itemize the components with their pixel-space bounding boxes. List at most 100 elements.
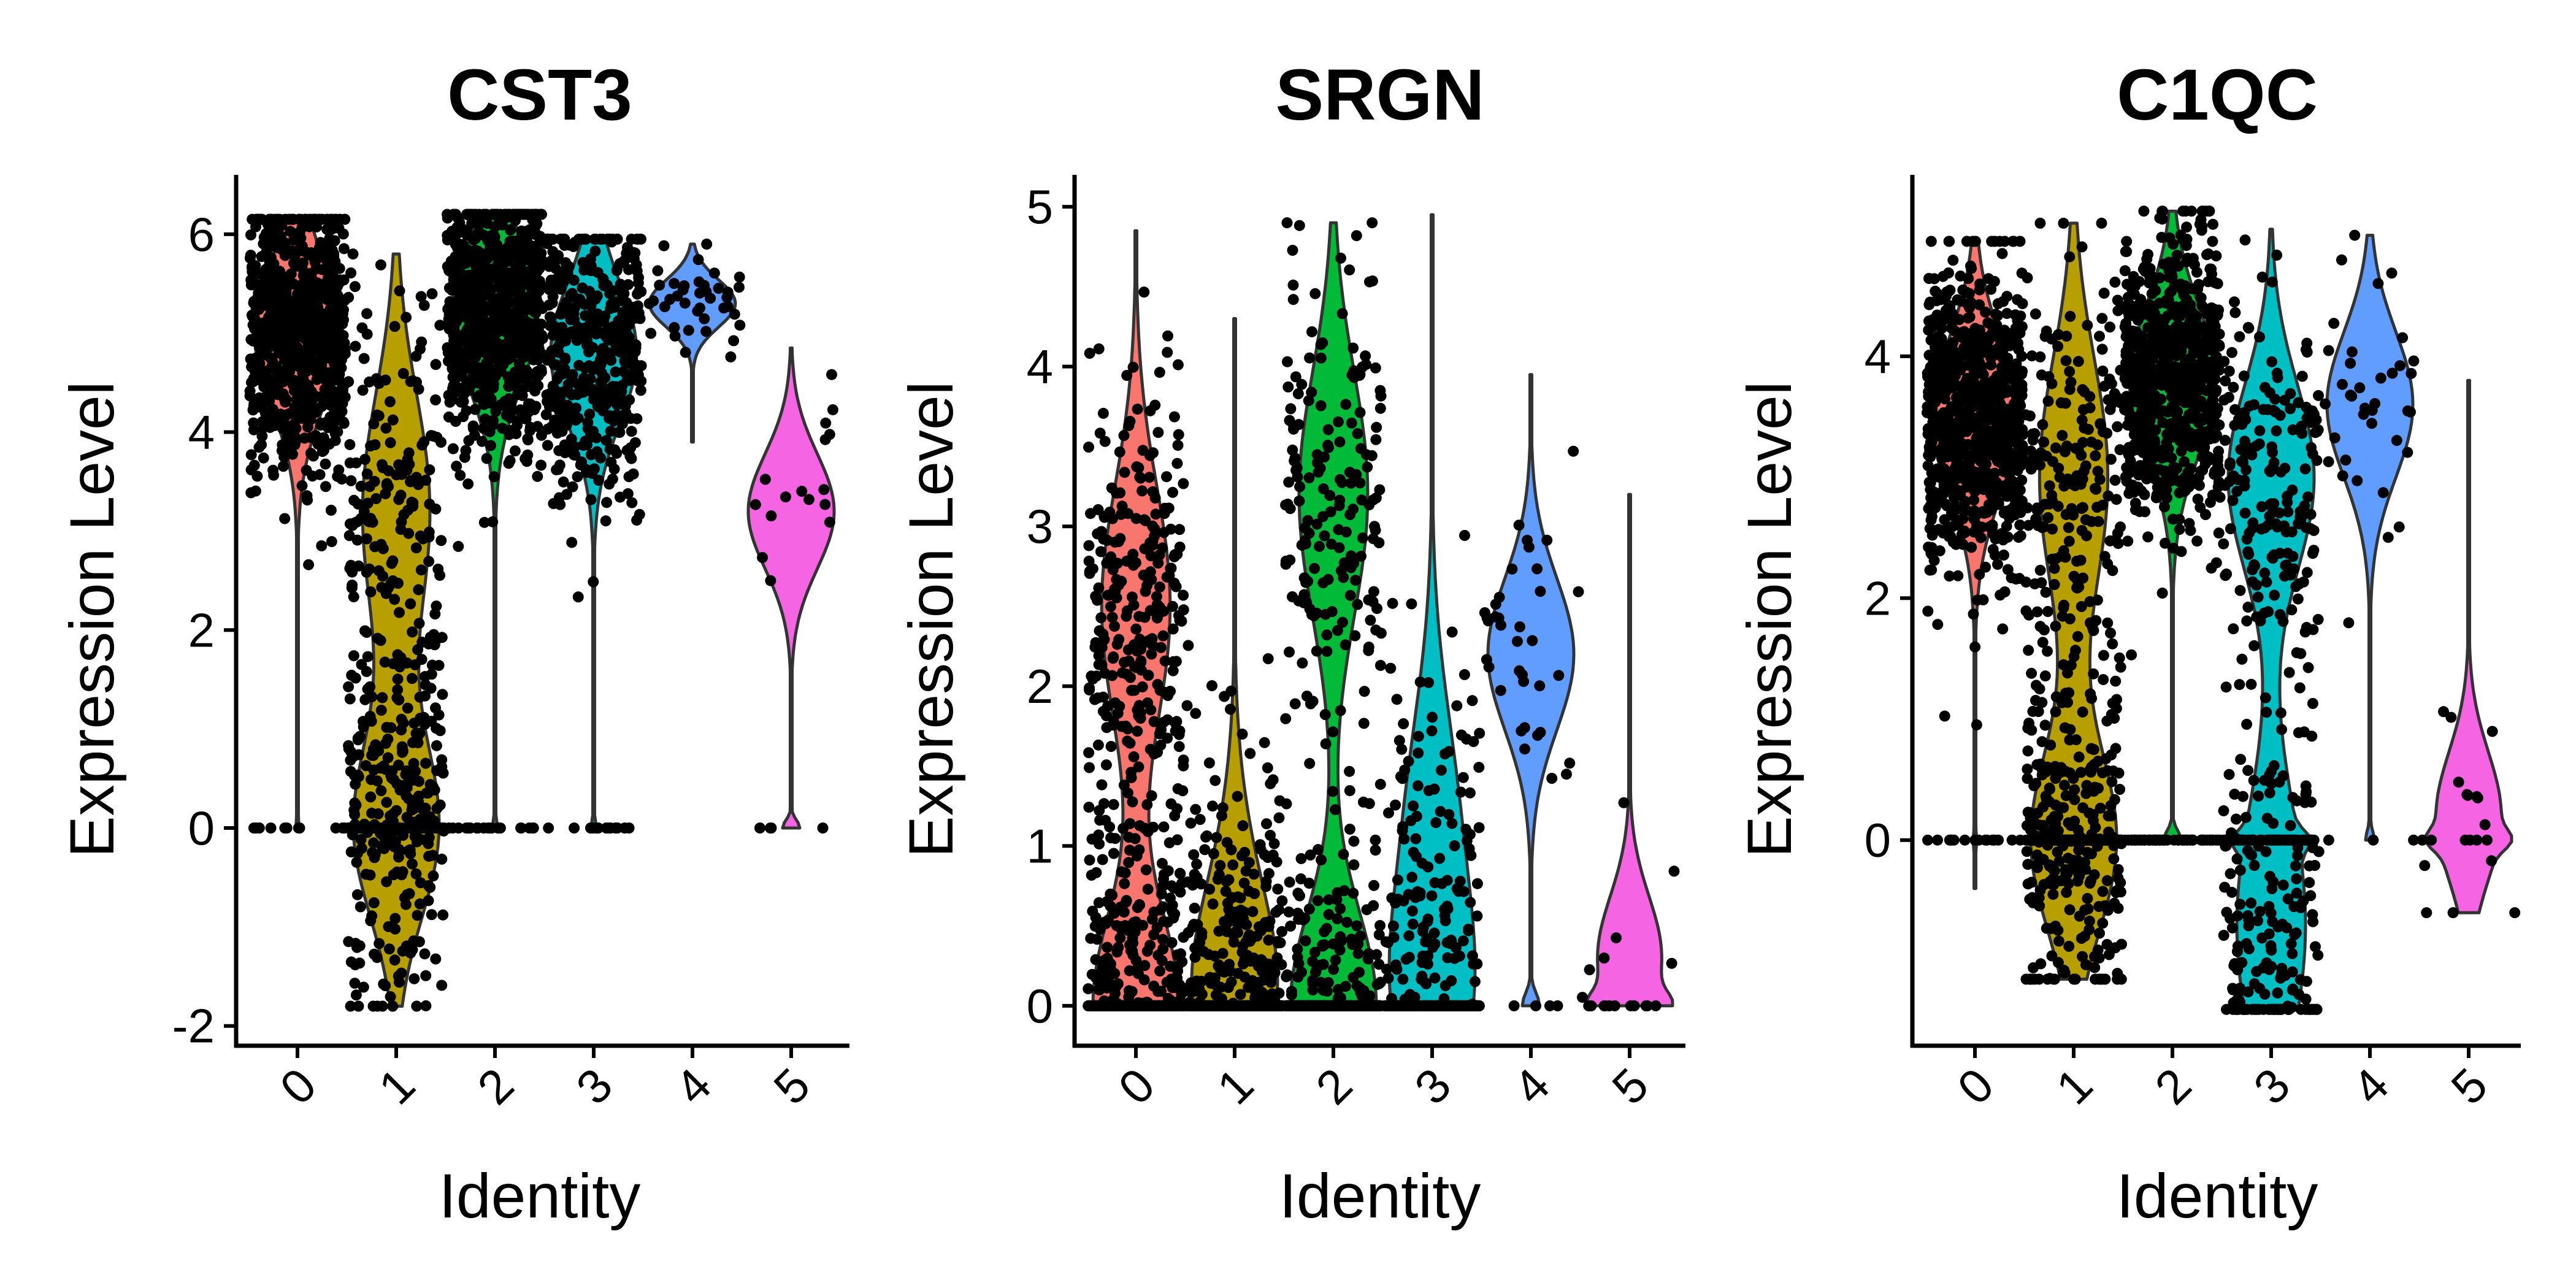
data-point — [396, 869, 407, 881]
data-point — [396, 724, 407, 736]
data-point — [513, 234, 524, 246]
data-point — [349, 797, 361, 809]
y-tick-label: 4 — [1027, 340, 1053, 394]
data-point — [276, 445, 288, 456]
data-point — [1083, 540, 1095, 551]
data-point — [1099, 435, 1111, 447]
data-point — [416, 336, 427, 348]
data-point — [368, 837, 380, 849]
data-point — [316, 213, 327, 225]
data-point — [481, 301, 493, 312]
data-point — [279, 250, 291, 261]
data-point — [245, 449, 257, 461]
data-point — [1148, 929, 1160, 940]
data-point — [348, 650, 359, 662]
data-point — [420, 679, 431, 691]
data-point — [586, 467, 598, 479]
x-tick-label: 5 — [763, 1057, 820, 1114]
panel-title: SRGN — [1276, 55, 1485, 136]
data-point — [621, 445, 633, 456]
data-point — [558, 476, 569, 488]
data-point — [488, 415, 499, 426]
x-tick-label: 2 — [1305, 1057, 1362, 1114]
data-point — [1114, 932, 1126, 944]
data-point — [337, 308, 348, 320]
data-point — [258, 238, 269, 250]
data-point — [319, 320, 331, 331]
data-point — [578, 299, 590, 310]
data-point — [335, 414, 347, 426]
data-point — [378, 843, 390, 854]
data-point — [1144, 1000, 1156, 1011]
data-point — [1243, 886, 1255, 897]
data-point — [287, 448, 298, 460]
data-point — [1125, 684, 1137, 696]
data-point — [381, 478, 393, 489]
data-point — [314, 469, 326, 480]
data-point — [473, 257, 485, 269]
data-point — [247, 262, 258, 274]
data-point — [253, 328, 265, 339]
data-point — [413, 776, 424, 787]
data-point — [562, 378, 574, 390]
data-point — [358, 716, 369, 727]
data-point — [624, 375, 635, 386]
data-point — [412, 737, 424, 748]
data-point — [472, 326, 483, 337]
data-point — [1189, 902, 1200, 914]
data-point — [522, 433, 534, 445]
data-point — [366, 691, 378, 702]
data-point — [1315, 339, 1327, 350]
data-point — [401, 811, 413, 823]
data-point — [824, 516, 835, 528]
data-point — [1169, 810, 1181, 822]
data-point — [1159, 502, 1171, 514]
data-point — [336, 338, 348, 350]
data-point — [419, 948, 431, 960]
data-point — [343, 681, 355, 692]
data-point — [399, 892, 410, 903]
data-point — [1167, 982, 1178, 994]
data-point — [535, 366, 547, 378]
data-point — [432, 563, 444, 575]
data-point — [619, 347, 631, 359]
data-point — [1084, 854, 1095, 866]
data-point — [728, 335, 740, 347]
data-point — [1163, 837, 1175, 849]
data-point — [1370, 362, 1381, 374]
data-point — [1344, 264, 1355, 276]
data-point — [654, 279, 665, 291]
data-point — [266, 411, 277, 423]
data-point — [384, 822, 396, 834]
data-point — [1206, 680, 1217, 691]
data-point — [1183, 927, 1194, 938]
data-point — [345, 475, 357, 486]
data-point — [311, 374, 323, 385]
data-point — [683, 324, 694, 336]
data-point — [626, 426, 637, 437]
data-point — [470, 351, 481, 363]
data-point — [256, 416, 268, 427]
data-point — [588, 576, 599, 588]
data-point — [1100, 710, 1112, 721]
data-point — [380, 588, 392, 599]
x-tick-label: 0 — [269, 1057, 326, 1114]
data-point — [430, 953, 442, 965]
data-point — [367, 1000, 379, 1012]
data-point — [296, 240, 308, 252]
data-point — [436, 632, 448, 643]
data-point — [321, 387, 333, 399]
data-point — [680, 347, 691, 358]
data-point — [401, 312, 412, 323]
data-point — [1162, 714, 1173, 726]
data-point — [678, 280, 690, 291]
data-point — [1177, 785, 1189, 797]
data-point — [378, 978, 389, 990]
data-point — [1335, 705, 1346, 716]
data-point — [301, 324, 312, 335]
data-point — [734, 271, 745, 283]
data-point — [377, 692, 388, 703]
data-point — [601, 497, 613, 508]
data-point — [1168, 883, 1180, 894]
data-point — [1097, 854, 1108, 865]
